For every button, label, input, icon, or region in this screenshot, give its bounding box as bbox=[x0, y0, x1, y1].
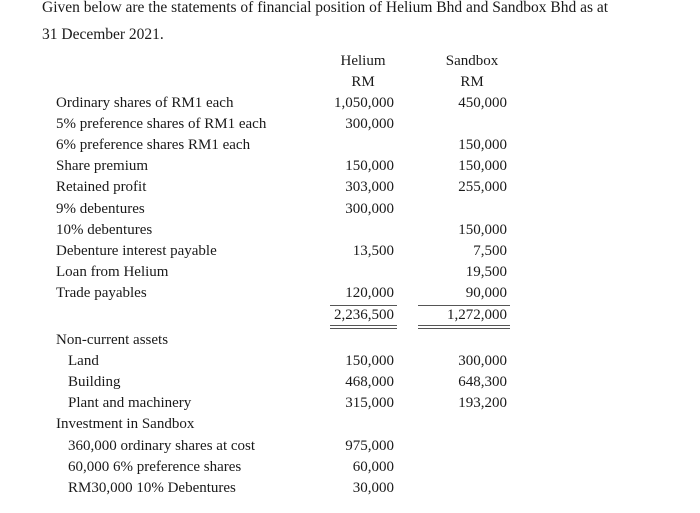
table-row: Plant and machinery 315,000 193,200 bbox=[0, 393, 700, 414]
table-row: RM30,000 10% Debentures 30,000 bbox=[0, 478, 700, 499]
sandbox-unit: RM bbox=[460, 74, 484, 90]
sandbox-value: 150,000 bbox=[458, 158, 507, 175]
intro-line-1: Given below are the statements of financ… bbox=[42, 0, 609, 16]
double-underline-sandbox bbox=[418, 325, 510, 329]
table-row: Ordinary shares of RM1 each 1,050,000 450,… bbox=[0, 93, 700, 114]
table-row: Non-current assets bbox=[0, 330, 700, 351]
row-label: 5% preference shares of RM1 each bbox=[56, 115, 267, 132]
double-underline-helium bbox=[330, 325, 397, 329]
table-row: 9% debentures 300,000 bbox=[0, 199, 700, 220]
helium-value: 315,000 bbox=[345, 395, 394, 412]
row-label: Trade payables bbox=[56, 285, 147, 302]
sandbox-value: 150,000 bbox=[458, 221, 507, 238]
column-header-units: RM RM bbox=[0, 72, 700, 93]
row-label: RM30,000 10% Debentures bbox=[68, 479, 236, 496]
row-label: Land bbox=[68, 352, 99, 369]
row-label: Ordinary shares of RM1 each bbox=[56, 94, 234, 111]
sandbox-total: 1,272,000 bbox=[447, 307, 507, 323]
total-row: 2,236,500 1,272,000 bbox=[0, 305, 700, 326]
table-row: Loan from Helium 19,500 bbox=[0, 262, 700, 283]
table-row: Retained profit 303,000 255,000 bbox=[0, 177, 700, 198]
table-row: Share premium 150,000 150,000 bbox=[0, 156, 700, 177]
column-header-names: Helium Sandbox bbox=[0, 51, 700, 72]
helium-unit: RM bbox=[351, 74, 375, 90]
sandbox-value: 300,000 bbox=[458, 352, 507, 369]
row-label: 6% preference shares RM1 each bbox=[56, 136, 251, 153]
sandbox-value: 19,500 bbox=[465, 264, 507, 281]
helium-value: 468,000 bbox=[345, 373, 394, 390]
sandbox-value: 7,500 bbox=[473, 242, 507, 259]
helium-value: 30,000 bbox=[352, 479, 394, 496]
helium-value: 60,000 bbox=[352, 458, 394, 475]
row-label: Debenture interest payable bbox=[56, 242, 217, 259]
row-label: Investment in Sandbox bbox=[56, 416, 195, 433]
helium-value: 1,050,000 bbox=[334, 94, 394, 111]
row-label: 10% debentures bbox=[56, 221, 153, 238]
table-row: Debenture interest payable 13,500 7,500 bbox=[0, 241, 700, 262]
helium-value: 975,000 bbox=[345, 437, 394, 454]
table-row: 5% preference shares of RM1 each 300,000 bbox=[0, 114, 700, 135]
table-row: Trade payables 120,000 90,000 bbox=[0, 283, 700, 304]
helium-value: 300,000 bbox=[345, 115, 394, 132]
sandbox-value: 90,000 bbox=[465, 285, 507, 302]
helium-value: 13,500 bbox=[352, 242, 394, 259]
helium-header: Helium bbox=[340, 53, 386, 69]
subtotal-line-sandbox bbox=[418, 305, 510, 306]
sandbox-value: 648,300 bbox=[458, 373, 507, 390]
sandbox-value: 150,000 bbox=[458, 136, 507, 153]
sandbox-header: Sandbox bbox=[445, 53, 499, 69]
row-label: Non-current assets bbox=[56, 331, 169, 348]
table-row: 60,000 6% preference shares 60,000 bbox=[0, 457, 700, 478]
helium-value: 303,000 bbox=[345, 179, 394, 196]
table-row: 6% preference shares RM1 each 150,000 bbox=[0, 135, 700, 156]
helium-value: 300,000 bbox=[345, 200, 394, 217]
intro-line-2: 31 December 2021. bbox=[42, 26, 164, 43]
row-label: Loan from Helium bbox=[56, 264, 169, 281]
row-label: Share premium bbox=[56, 158, 149, 175]
sandbox-value: 450,000 bbox=[458, 94, 507, 111]
subtotal-line-helium bbox=[330, 305, 397, 306]
helium-value: 150,000 bbox=[345, 158, 394, 175]
helium-total: 2,236,500 bbox=[334, 307, 394, 323]
row-label: 360,000 ordinary shares at cost bbox=[68, 437, 256, 454]
helium-value: 120,000 bbox=[345, 285, 394, 302]
table-row: Building 468,000 648,300 bbox=[0, 372, 700, 393]
table-row: Land 150,000 300,000 bbox=[0, 351, 700, 372]
row-label: 60,000 6% preference shares bbox=[68, 458, 242, 475]
table-row: Investment in Sandbox bbox=[0, 414, 700, 435]
helium-value: 150,000 bbox=[345, 352, 394, 369]
table-row: 360,000 ordinary shares at cost 975,000 bbox=[0, 436, 700, 457]
row-label: Building bbox=[68, 373, 121, 390]
row-label: Plant and machinery bbox=[68, 395, 192, 412]
table-row: 10% debentures 150,000 bbox=[0, 220, 700, 241]
sandbox-value: 193,200 bbox=[458, 395, 507, 412]
row-label: 9% debentures bbox=[56, 200, 145, 217]
row-label: Retained profit bbox=[56, 179, 147, 196]
sandbox-value: 255,000 bbox=[458, 179, 507, 196]
